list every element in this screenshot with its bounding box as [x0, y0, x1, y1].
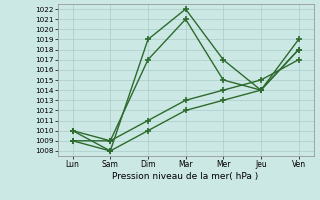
X-axis label: Pression niveau de la mer( hPa ): Pression niveau de la mer( hPa ) — [112, 172, 259, 181]
